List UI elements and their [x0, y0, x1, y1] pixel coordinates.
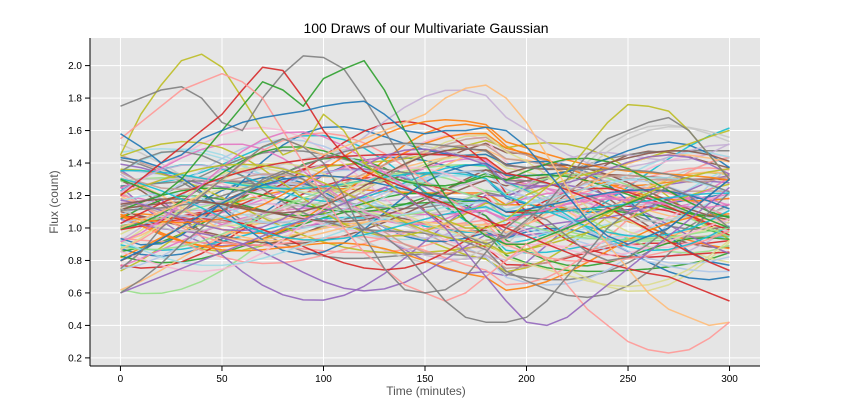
series-line [120, 146, 730, 230]
y-tick-label: 0.2 [68, 353, 82, 364]
x-tick-label: 150 [417, 374, 434, 385]
series-line [120, 141, 730, 256]
y-tick-label: 1.6 [68, 126, 82, 137]
series-line [120, 100, 730, 245]
chart-title: 100 Draws of our Multivariate Gaussian [303, 20, 548, 36]
y-tick-label: 1.8 [68, 94, 82, 105]
x-tick-label: 200 [518, 374, 535, 385]
y-tick-label: 0.6 [68, 288, 82, 299]
x-tick-label: 300 [721, 374, 738, 385]
series-line [120, 156, 730, 258]
series-lines [119, 53, 731, 354]
series-line [120, 148, 730, 214]
series-line [120, 156, 730, 286]
series-line [120, 174, 730, 262]
series-line [120, 150, 731, 299]
series-line [120, 167, 730, 273]
x-tick-label: 100 [315, 374, 332, 385]
x-axis-label: Time (minutes) [386, 384, 466, 398]
y-tick-label: 1.4 [68, 159, 82, 170]
y-tick-label: 2.0 [68, 61, 82, 72]
y-tick-label: 1.0 [68, 223, 82, 234]
series-line [120, 131, 730, 243]
series-line [120, 143, 730, 226]
series-line [120, 153, 730, 272]
series-line [120, 186, 730, 327]
y-tick-label: 1.2 [68, 191, 82, 202]
series-line [120, 143, 730, 239]
series-line [120, 170, 730, 323]
series-line [120, 142, 730, 211]
series-line [120, 164, 730, 252]
series-line [120, 119, 730, 224]
series-line [120, 148, 730, 232]
series-line [120, 178, 730, 251]
series-line [120, 171, 730, 256]
y-axis-label: Flux (count) [47, 170, 61, 233]
series-line [120, 137, 730, 294]
series-line [120, 176, 730, 267]
series-line [120, 158, 730, 281]
x-tick-label: 250 [620, 374, 637, 385]
x-axis-ticks: 0 50 100 150 200 250 300 [118, 366, 738, 385]
y-tick-label: 0.4 [68, 321, 82, 332]
series-line [120, 134, 730, 239]
series-line [120, 163, 730, 255]
y-tick-label: 0.8 [68, 256, 82, 267]
series-line [120, 174, 730, 292]
x-tick-label: 0 [118, 374, 124, 385]
series-line [120, 144, 730, 223]
series-line [120, 125, 730, 237]
series-line [120, 143, 730, 222]
y-axis-ticks: 0.2 0.4 0.6 0.8 1.0 1.2 1.4 1.6 1.8 2.0 [68, 61, 90, 364]
x-tick-label: 50 [216, 374, 228, 385]
